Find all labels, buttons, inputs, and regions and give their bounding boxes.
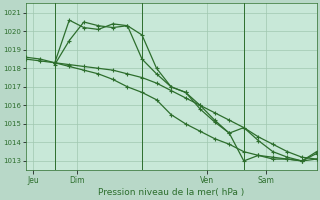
X-axis label: Pression niveau de la mer( hPa ): Pression niveau de la mer( hPa )	[98, 188, 244, 197]
